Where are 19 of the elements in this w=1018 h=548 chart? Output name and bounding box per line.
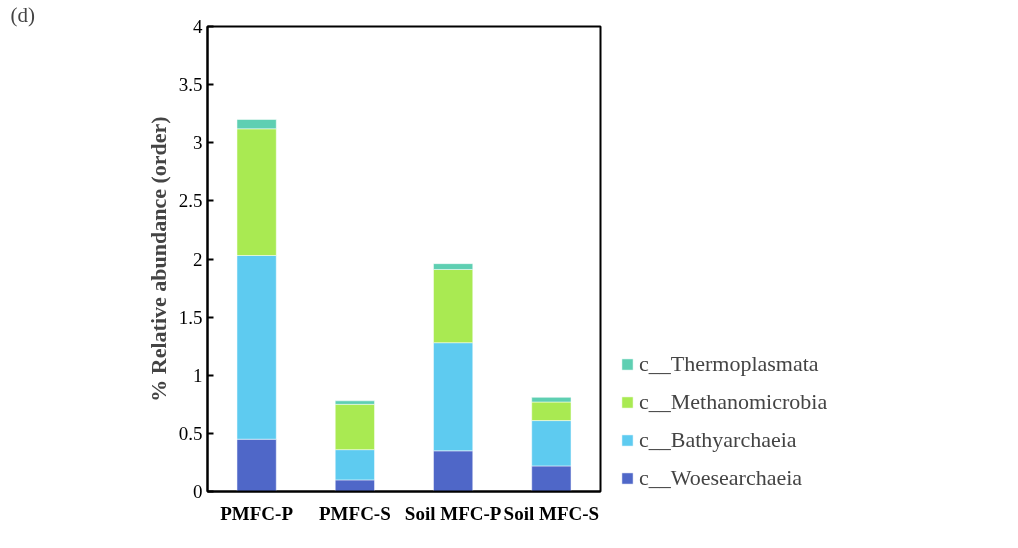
x-tick-label: PMFC-P (220, 502, 294, 524)
x-tick-label: Soil MFC-P (404, 502, 502, 524)
y-tick-label: 2.5 (178, 190, 203, 212)
legend-label: c__Bathyarchaeia (639, 427, 797, 453)
legend-label: c__Woesearchaeia (639, 465, 803, 491)
y-tick-label: 2 (193, 248, 203, 270)
legend-label: c__Methanomicrobia (639, 389, 828, 415)
legend-label: c__Thermoplasmata (639, 351, 819, 377)
text: (d) (10, 2, 35, 27)
y-tick-label: 1.5 (178, 306, 203, 328)
y-tick-label: 3 (193, 132, 203, 154)
y-tick-label: 4 (193, 16, 203, 37)
x-tick-label: Soil MFC-S (503, 502, 600, 524)
y-tick-label: 1 (193, 364, 203, 386)
y-tick-label: 3.5 (178, 74, 203, 96)
y-tick-label: 0 (193, 481, 203, 502)
y-axis-title: % Relative abundance (order) (145, 116, 171, 402)
x-tick-label: PMFC-S (318, 502, 391, 524)
y-tick-label: 0.5 (178, 422, 203, 444)
